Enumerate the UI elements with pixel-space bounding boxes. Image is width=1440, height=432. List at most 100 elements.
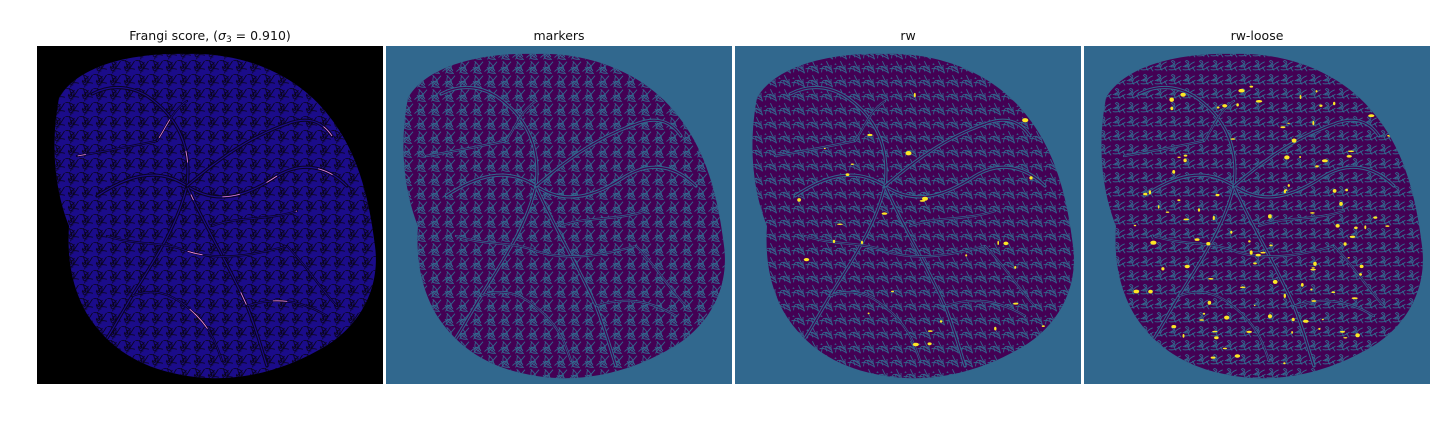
segmented-region [1343, 242, 1347, 246]
vessel-core [854, 100, 886, 142]
vesselness-highlight [91, 87, 189, 187]
rw-loose-image [1084, 46, 1430, 384]
segmented-region [861, 240, 863, 245]
vesselness-highlight [131, 291, 223, 362]
segmented-region [845, 173, 850, 176]
vessel-core [1233, 119, 1380, 187]
segmented-region [1253, 304, 1256, 307]
segmented-region [1315, 90, 1318, 93]
vessel-core [1123, 140, 1205, 157]
segmented-region [1150, 240, 1157, 245]
segmented-region [1199, 319, 1205, 321]
segmented-region [1022, 118, 1029, 123]
segmented-region [1246, 330, 1252, 333]
segmented-region [1272, 279, 1278, 284]
segmented-region [837, 223, 843, 225]
segmented-region [1249, 85, 1254, 88]
vessel-core [984, 245, 1036, 307]
segmented-region [891, 290, 894, 293]
vessel-core [425, 140, 507, 157]
vessel-core [535, 185, 617, 367]
segmented-region [1148, 190, 1152, 195]
vesselness-highlight [186, 185, 268, 367]
segmented-region [1321, 159, 1328, 163]
segmented-region [1347, 257, 1350, 259]
segmented-region [1212, 215, 1215, 221]
vessel-core [1153, 235, 1335, 257]
vessel-core [535, 119, 682, 187]
segmented-region [823, 147, 826, 150]
segmented-region [1291, 138, 1297, 143]
panel-title-frangi: Frangi score, (σ3 = 0.910) [129, 28, 291, 45]
vessel-core [884, 185, 966, 367]
segmented-region [1177, 156, 1181, 158]
vessel-core [909, 210, 996, 227]
vessel-core [440, 86, 538, 187]
segmented-region [1216, 106, 1220, 109]
segmented-region [832, 239, 836, 243]
segmented-region [1197, 208, 1201, 212]
segmented-region [1224, 315, 1230, 320]
segmented-region [1373, 216, 1378, 219]
segmented-region [1335, 224, 1340, 228]
vessel-core [1233, 185, 1315, 367]
segmented-region [1268, 214, 1272, 219]
segmented-region [1183, 218, 1189, 221]
vessel-core [106, 235, 288, 257]
segmented-region [1165, 211, 1170, 213]
segmented-region [1351, 297, 1358, 300]
segmented-region [1291, 317, 1295, 322]
tissue-texture [403, 53, 725, 379]
segmented-region [1183, 154, 1188, 157]
segmented-region [1291, 331, 1293, 334]
vessel-core [1138, 86, 1236, 187]
segmented-region [1310, 212, 1315, 214]
vessel-core [944, 300, 1026, 317]
segmented-region [912, 342, 919, 347]
segmented-region [803, 258, 810, 262]
segmented-region [1236, 103, 1239, 107]
vessel-core [1143, 185, 1235, 352]
vessel-core [445, 185, 537, 352]
vessel-core [186, 119, 333, 187]
segmented-region [1283, 362, 1286, 365]
segmented-region [1215, 193, 1220, 197]
vessel-core [455, 235, 637, 257]
segmented-region [1184, 264, 1190, 269]
vessel-core [884, 119, 1031, 187]
segmented-region [1359, 264, 1364, 269]
segmented-region [1311, 267, 1315, 269]
segmented-region [1230, 138, 1236, 140]
vessel-core [1333, 245, 1385, 307]
markers-image [386, 46, 732, 384]
segmented-region [927, 330, 933, 332]
segmented-region [1269, 244, 1273, 247]
vessel-core [1178, 291, 1270, 362]
segmented-region [1287, 122, 1290, 124]
vessel-core [794, 166, 1046, 198]
segmented-region [1310, 268, 1316, 271]
panel-title-rw-loose: rw-loose [1230, 28, 1284, 43]
segmented-region [1171, 325, 1177, 329]
segmented-region [994, 326, 997, 331]
segmented-region [965, 254, 968, 257]
vessel-core [1143, 166, 1395, 198]
segmented-region [1339, 201, 1343, 206]
segmented-region [1202, 312, 1206, 315]
segmented-region [1315, 165, 1319, 168]
segmented-region [1041, 325, 1045, 327]
segmented-region [1172, 170, 1176, 174]
segmented-region [1238, 88, 1245, 93]
segmented-region [1249, 250, 1253, 255]
tissue-texture [54, 53, 376, 379]
segmented-region [1234, 354, 1241, 358]
segmented-region [1143, 192, 1148, 196]
segmented-region [1194, 238, 1200, 241]
segmented-region [1003, 241, 1009, 246]
vessel-core [774, 140, 856, 157]
segmented-region [1319, 104, 1323, 107]
segmented-region [881, 212, 888, 215]
segmented-region [1013, 302, 1019, 305]
vessel-core [246, 300, 328, 317]
segmented-region [867, 312, 870, 315]
